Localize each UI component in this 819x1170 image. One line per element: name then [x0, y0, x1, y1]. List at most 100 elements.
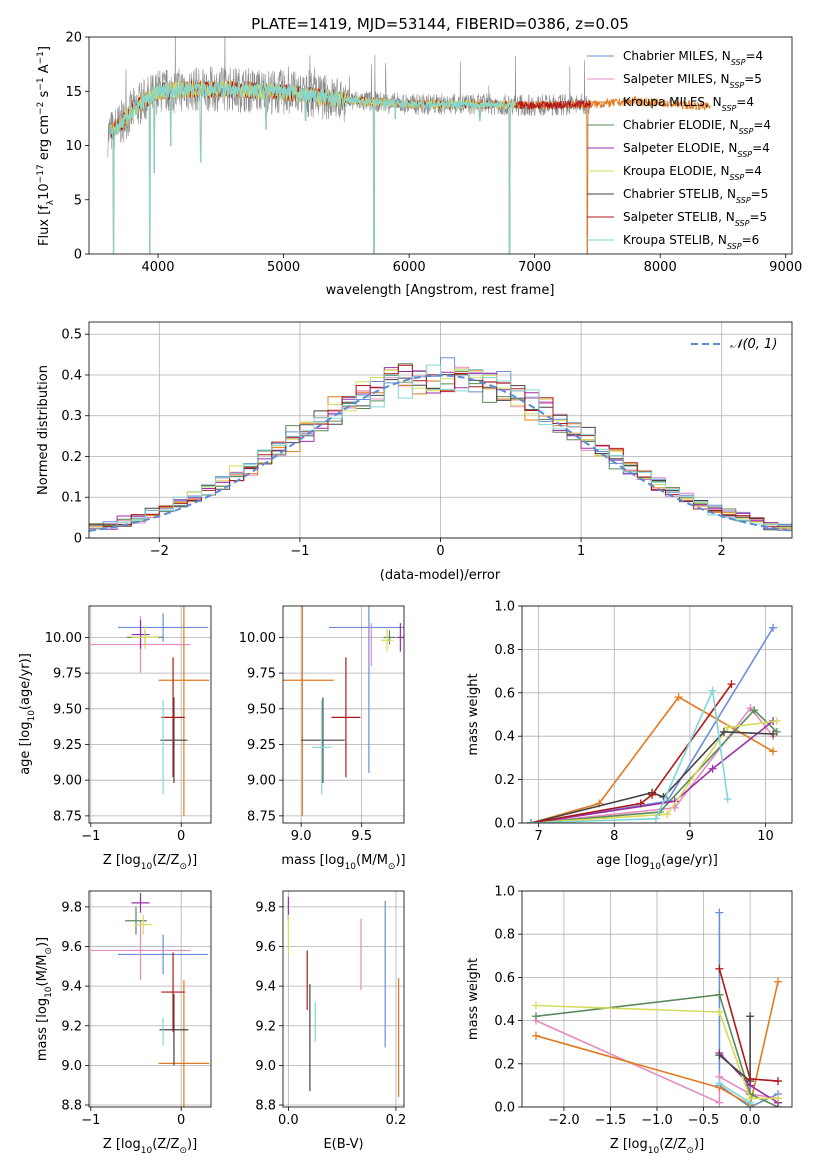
y-tick-label: 0.5: [61, 328, 82, 343]
legend-label-normal: 𝒩(0, 1): [730, 337, 777, 352]
y-tick-label: 9.75: [53, 667, 82, 682]
residuals-plot-area: [89, 357, 792, 532]
figure-title: PLATE=1419, MJD=53144, FIBERID=0386, z=0…: [251, 15, 629, 33]
mass-weight-marker: [663, 810, 672, 819]
histogram-y-axis-label: Normed distribution: [36, 365, 51, 495]
y-tick-label: 8.8: [255, 1099, 276, 1114]
y-tick-label: 0.2: [494, 1057, 515, 1072]
spectrum-y-axis-label: Flux [fλ10−17 erg cm−2 s−1 A−1]: [36, 46, 56, 246]
x-tick-label: 0.0: [278, 1113, 299, 1128]
legend-entry-label: Salpeter ELODIE, NSSP=4: [623, 141, 770, 159]
mass-weight-line: [531, 706, 774, 823]
mass-vs-Z-x-axis-label: Z [log10(Z/Z⊙)]: [103, 1137, 197, 1156]
normal-distribution-curve: [89, 374, 792, 532]
x-tick-label: 9.0: [291, 829, 312, 844]
spectrum-axes: 4000 5000 6000 7000 8000 9000 0 5 10 15 20: [65, 31, 802, 276]
spectrum-background: [89, 37, 792, 254]
model-spectrum-line: [109, 80, 516, 254]
age-vs-Z-axes: −1 0 8.75 9.00 9.25 9.50 9.75 10.00: [45, 605, 212, 844]
x-tick-label: −1.0: [641, 1113, 673, 1128]
y-tick-label: 9.25: [53, 738, 82, 753]
mass-weight-marker: [715, 1098, 724, 1107]
mass-weight-marker: [527, 819, 536, 823]
age-vs-Z-y-axis-label: age [log10(age/yr)]: [18, 653, 37, 775]
mass-weight-marker: [746, 1012, 755, 1021]
x-tick-label: −2.0: [548, 1113, 580, 1128]
mass-weight-marker: [723, 795, 732, 804]
y-tick-label: 9.6: [61, 940, 82, 955]
legend-entry-label: Salpeter STELIB, NSSP=5: [623, 210, 767, 228]
massweight-vs-age-background: [522, 606, 792, 823]
y-tick-label: 9.8: [61, 900, 82, 915]
mass-vs-ebv-axes: 0.0 0.2 8.8 9.0 9.2 9.4 9.6 9.8: [255, 890, 406, 1128]
spectrum-plot-area: [107, 37, 711, 254]
y-tick-label: 9.2: [255, 1019, 276, 1034]
y-tick-label: 10.00: [45, 631, 82, 646]
massweight-vs-Z-plot-area: [531, 908, 783, 1107]
mass-weight-line: [530, 720, 774, 823]
legend-entry-label: Chabrier STELIB, NSSP=5: [623, 187, 768, 205]
mass-weight-marker: [708, 686, 717, 695]
y-tick-label: 0.8: [494, 643, 515, 658]
y-tick-label: 0.3: [61, 409, 82, 424]
y-tick-label: 0: [74, 532, 82, 547]
y-tick-label: 1.0: [494, 885, 515, 900]
age-vs-mass-ticks: 9.0 9.5 8.75 9.00 9.25 9.50 9.75 10.00: [239, 631, 372, 844]
histogram-x-axis-label: (data-model)/error: [380, 568, 501, 583]
mass-vs-ebv-frame: [282, 890, 405, 1108]
residuals-ticks: −2 −1 0 1 2 0 0.1 0.2 0.3 0.4 0.5: [61, 328, 726, 559]
mass-weight-marker: [723, 723, 732, 732]
y-tick-label: 0.0: [494, 817, 515, 832]
massweight-vs-age-ticks: 7 8 9 10 0.0 0.2 0.4 0.6 0.8 1.0: [494, 600, 773, 845]
mass-weight-marker: [715, 908, 724, 917]
y-tick-label: 0.4: [494, 730, 515, 745]
y-tick-label: 8.8: [61, 1099, 82, 1114]
x-tick-label: 0.0: [740, 1113, 761, 1128]
massweight-vs-Z-x-axis-label: Z [log10(Z/Z⊙)]: [610, 1137, 704, 1156]
massweight-vs-age-y-axis-label: mass weight: [466, 673, 481, 755]
y-tick-label: 0.2: [494, 773, 515, 788]
mass-weight-marker: [719, 727, 728, 736]
mass-weight-marker: [727, 680, 736, 689]
mass-weight-marker: [774, 1094, 783, 1103]
mass-weight-line: [531, 709, 778, 823]
x-tick-label: 0.2: [386, 1113, 407, 1128]
y-tick-label: 20: [65, 31, 82, 46]
mass-weight-line: [535, 993, 779, 1107]
mass-weight-marker: [715, 1079, 724, 1088]
mass-weight-marker: [531, 1031, 540, 1040]
mass-vs-ebv-ticks: 0.0 0.2 8.8 9.0 9.2 9.4 9.6 9.8: [255, 900, 406, 1128]
spectrum-ticks: 4000 5000 6000 7000 8000 9000 0 5 10 15 20: [65, 31, 802, 276]
x-tick-label: −1.5: [595, 1113, 627, 1128]
mass-weight-marker: [774, 1077, 783, 1086]
x-tick-label: 9: [686, 829, 694, 844]
x-tick-label: 0: [177, 829, 185, 844]
massweight-vs-age-plot-area: [527, 623, 781, 823]
mass-vs-Z-y-axis-label: mass [log10(M/M⊙)]: [35, 937, 54, 1061]
mass-vs-ebv-plot-area: [287, 896, 400, 1098]
mass-weight-marker: [674, 693, 683, 702]
y-tick-label: 10: [65, 139, 82, 154]
mass-weight-marker: [715, 990, 724, 999]
y-tick-label: 10.00: [239, 631, 276, 646]
y-tick-label: 9.6: [255, 940, 276, 955]
spectrum-frame: [88, 36, 793, 255]
mass-weight-line: [535, 981, 779, 1107]
x-tick-label: 8000: [644, 260, 677, 275]
x-tick-label: 5000: [267, 260, 300, 275]
y-tick-label: 9.00: [53, 774, 82, 789]
massweight-vs-Z-frame: [521, 890, 793, 1108]
y-tick-label: 9.50: [247, 702, 276, 717]
mass-weight-marker: [648, 790, 657, 799]
mass-vs-Z-axes: −1 0 8.8 9.0 9.2 9.4 9.6 9.8: [61, 890, 212, 1128]
spectrum-x-axis-label: wavelength [Angstrom, rest frame]: [326, 283, 555, 298]
mass-weight-marker: [708, 764, 717, 773]
spectrum-legend: Chabrier MILES, NSSP=4 Salpeter MILES, NS…: [587, 49, 771, 251]
mass-weight-marker: [769, 623, 778, 632]
massweight-vs-Z-axes: −2.0 −1.5 −1.0 −0.5 0.0 0.0 0.2 0.4 0.6 0.8 1.0: [494, 885, 793, 1128]
massweight-vs-age-x-axis-label: age [log10(age/yr)]: [596, 853, 718, 872]
mass-vs-ebv-x-axis-label: E(B-V): [323, 1137, 363, 1152]
age-vs-mass-background: [283, 606, 404, 823]
